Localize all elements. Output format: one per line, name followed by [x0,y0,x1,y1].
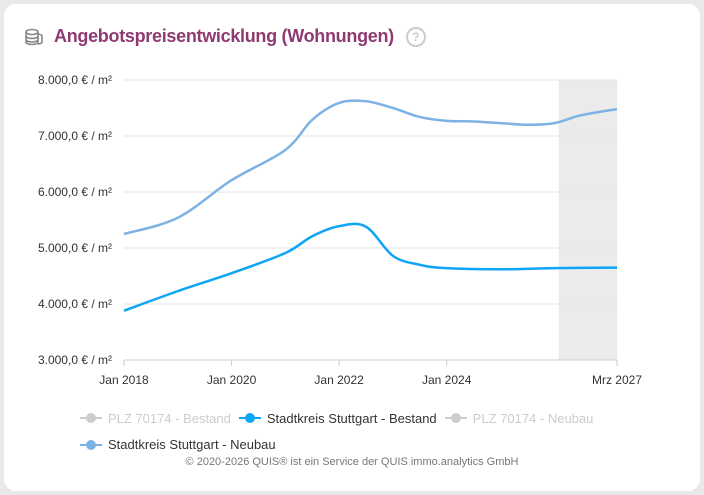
question-circle-icon[interactable]: ? [405,26,426,47]
legend-label: Stadtkreis Stuttgart - Neubau [108,437,276,452]
legend: PLZ 70174 - Bestand Stadtkreis Stuttgart … [80,403,680,456]
legend-label: PLZ 70174 - Neubau [472,410,594,426]
legend-marker-icon [80,413,102,423]
x-tick-label: Jan 2024 [422,373,472,387]
chart-header: Angebotspreisentwicklung (Wohnungen) ? [24,26,426,47]
legend-item[interactable]: Stadtkreis Stuttgart - Neubau [80,433,276,456]
y-tick-label: 3.000,0 € / m² [38,353,112,367]
copyright: © 2020-2026 QUIS® ist ein Service der QU… [185,456,519,468]
legend-marker-icon [80,439,102,450]
x-tick-label: Jan 2022 [314,373,364,387]
series-line-stadtkreis-stuttgart-neubau [123,99,618,236]
x-tick-label: Jan 2020 [207,373,257,387]
series-line-stadtkreis-stuttgart-bestand [123,222,618,312]
legend-item[interactable]: PLZ 70174 - Bestand [80,407,231,430]
x-tick-label: Mrz 2027 [592,373,642,387]
coins-icon [25,28,43,45]
y-tick-label: 6.000,0 € / m² [38,185,112,199]
forecast-band [558,80,617,360]
legend-item[interactable]: Stadtkreis Stuttgart - Bestand [238,407,437,430]
y-tick-label: 7.000,0 € / m² [38,129,112,143]
legend-marker-icon [238,413,261,423]
chart-plot: 3.000,0 € / m² 4.000,0 € / m² 5.000,0 € / … [38,73,642,387]
x-tick-label: Jan 2018 [99,373,149,387]
y-tick-label: 8.000,0 € / m² [38,73,112,87]
y-tick-label: 5.000,0 € / m² [38,241,112,255]
legend-item[interactable]: PLZ 70174 - Neubau [444,407,594,430]
y-tick-label: 4.000,0 € / m² [38,297,112,311]
legend-marker-icon [444,413,467,423]
chart-title: Angebotspreisentwicklung (Wohnungen) [54,26,394,46]
legend-label: Stadtkreis Stuttgart - Bestand [266,410,437,426]
legend-label: PLZ 70174 - Bestand [108,410,231,426]
